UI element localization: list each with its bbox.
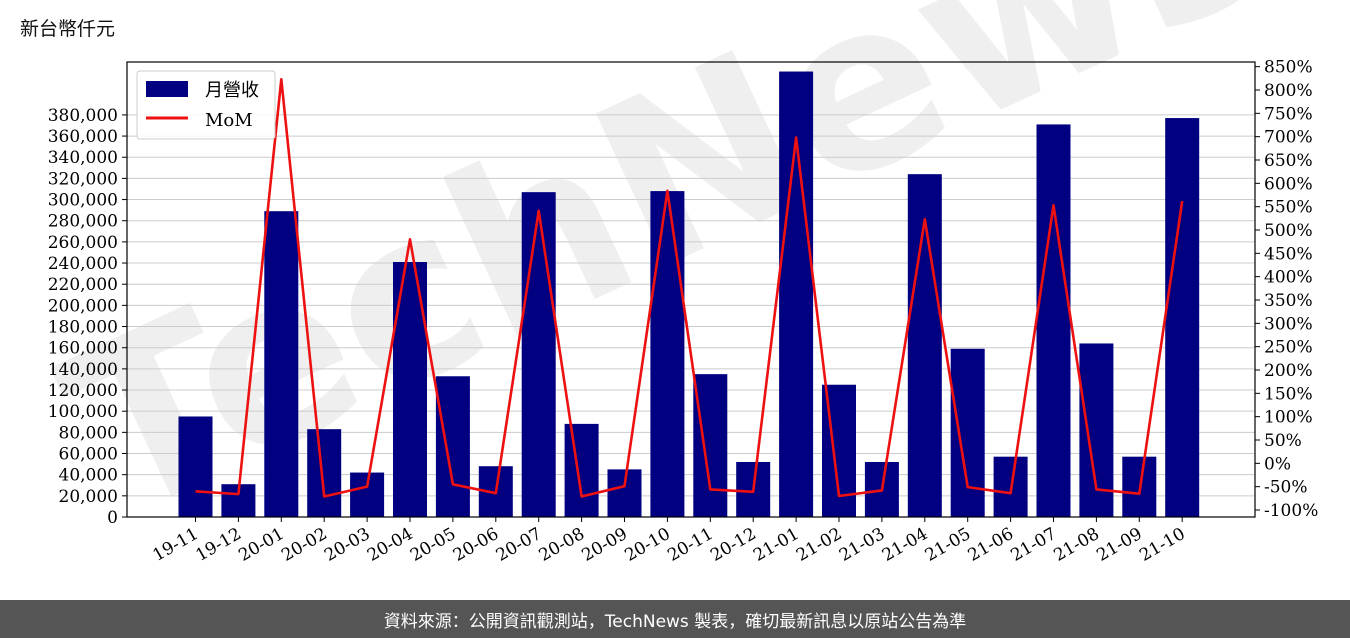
y-left-tick-label: 200,000 (48, 296, 118, 316)
y-right-tick-label: 100% (1264, 408, 1313, 428)
y-right-tick-label: 850% (1264, 58, 1313, 78)
footer-source: 資料來源：公開資訊觀測站，TechNews 製表，確切最新訊息以原站公告為準 (0, 600, 1350, 638)
bar-21-05 (950, 348, 985, 517)
x-tick-label: 21-05 (922, 524, 974, 566)
y-left-tick-label: 160,000 (48, 339, 118, 359)
legend-label-line: MoM (205, 110, 253, 131)
y-right-tick-label: 450% (1264, 244, 1313, 264)
bar-20-08 (564, 423, 599, 517)
y-right-tick-label: 200% (1264, 361, 1313, 381)
bar-20-05 (435, 376, 470, 517)
revenue-chart: TechNews 020,00040,00060,00080,000100,00… (30, 0, 1318, 570)
x-tick-label: 20-10 (621, 524, 673, 566)
y-left-tick-label: 80,000 (59, 423, 118, 443)
y-right-tick-label: 650% (1264, 151, 1313, 171)
x-tick-label: 21-02 (793, 524, 845, 566)
bar-21-04 (907, 174, 942, 518)
mom-line (195, 77, 1184, 498)
y-right-tick-label: 50% (1264, 431, 1302, 451)
y-left-tick-label: 40,000 (59, 466, 118, 486)
x-tick-label: 20-06 (450, 524, 502, 566)
y-left-tick-label: 340,000 (48, 148, 118, 168)
y-left-tick-label: 60,000 (59, 445, 118, 465)
y-right-tick-label: 750% (1264, 104, 1313, 124)
x-tick-label: 21-07 (1008, 524, 1060, 566)
x-tick-label: 21-04 (879, 524, 931, 566)
x-tick-label: 20-04 (364, 524, 416, 566)
x-tick-label: 21-09 (1093, 524, 1145, 566)
y-axis-right: -100% -50% 0% 50% 100% 150% 200% 250% 300% 350% 40… (1255, 58, 1318, 521)
y-right-tick-label: 0% (1264, 454, 1291, 474)
y-right-tick-label: 400% (1264, 268, 1313, 288)
y-left-tick-label: 0 (107, 508, 118, 528)
y-left-tick-label: 180,000 (48, 318, 118, 338)
legend-swatch-bar (146, 81, 188, 97)
y-left-tick-label: 220,000 (48, 275, 118, 295)
y-left-tick-label: 100,000 (48, 402, 118, 422)
y-right-tick-label: 300% (1264, 314, 1313, 334)
y-left-tick-label: 240,000 (48, 254, 118, 274)
plot-frame (126, 61, 1256, 518)
y-left-tick-label: 360,000 (48, 127, 118, 147)
unit-label: 新台幣仟元 (20, 18, 116, 40)
bar-19-11 (178, 416, 213, 517)
bar-21-07 (1036, 124, 1071, 517)
y-left-tick-label: 120,000 (48, 381, 118, 401)
y-right-tick-label: 600% (1264, 174, 1313, 194)
x-tick-label: 20-01 (235, 524, 287, 566)
y-right-tick-label: -50% (1264, 478, 1308, 498)
legend: 月營收 MoM (136, 70, 276, 140)
y-right-tick-label: 350% (1264, 291, 1313, 311)
y-left-tick-label: 380,000 (48, 106, 118, 126)
y-right-tick-label: 550% (1264, 198, 1313, 218)
x-tick-label: 20-09 (579, 524, 631, 566)
y-right-tick-label: 500% (1264, 221, 1313, 241)
x-tick-label: 20-08 (536, 524, 588, 566)
bar-20-02 (307, 429, 342, 517)
x-axis: 19-1119-1220-0120-0220-0320-0420-0520-06… (150, 517, 1189, 566)
y-left-tick-label: 280,000 (48, 212, 118, 232)
y-left-tick-label: 260,000 (48, 233, 118, 253)
x-tick-label: 20-12 (707, 524, 759, 566)
x-tick-label: 21-01 (750, 524, 802, 566)
bar-20-09 (607, 469, 642, 517)
x-tick-label: 21-08 (1050, 524, 1102, 566)
y-right-tick-label: 250% (1264, 338, 1313, 358)
y-right-tick-label: -100% (1264, 501, 1318, 521)
bars-group (178, 71, 1200, 518)
bar-20-01 (264, 211, 299, 517)
x-tick-label: 20-03 (321, 524, 373, 566)
bar-20-10 (650, 191, 685, 517)
legend-label-bar: 月營收 (205, 80, 259, 101)
bar-20-11 (693, 374, 728, 517)
bar-21-10 (1165, 118, 1200, 518)
y-right-tick-label: 150% (1264, 384, 1313, 404)
y-left-tick-label: 20,000 (59, 487, 118, 507)
x-tick-label: 20-02 (278, 524, 330, 566)
y-right-tick-label: 700% (1264, 128, 1313, 148)
y-axis-left: 020,00040,00060,00080,000100,000120,0001… (48, 106, 127, 528)
x-tick-label: 20-11 (664, 524, 716, 566)
y-left-tick-label: 300,000 (48, 191, 118, 211)
x-tick-label: 20-05 (407, 524, 459, 566)
mom-line-group (195, 77, 1184, 498)
y-left-tick-label: 140,000 (48, 360, 118, 380)
y-left-tick-label: 320,000 (48, 169, 118, 189)
x-tick-label: 21-03 (836, 524, 888, 566)
x-tick-label: 20-07 (493, 524, 545, 566)
bar-20-07 (521, 192, 556, 517)
y-right-tick-label: 800% (1264, 81, 1313, 101)
x-tick-label: 21-10 (1136, 524, 1188, 566)
x-tick-label: 21-06 (965, 524, 1017, 566)
